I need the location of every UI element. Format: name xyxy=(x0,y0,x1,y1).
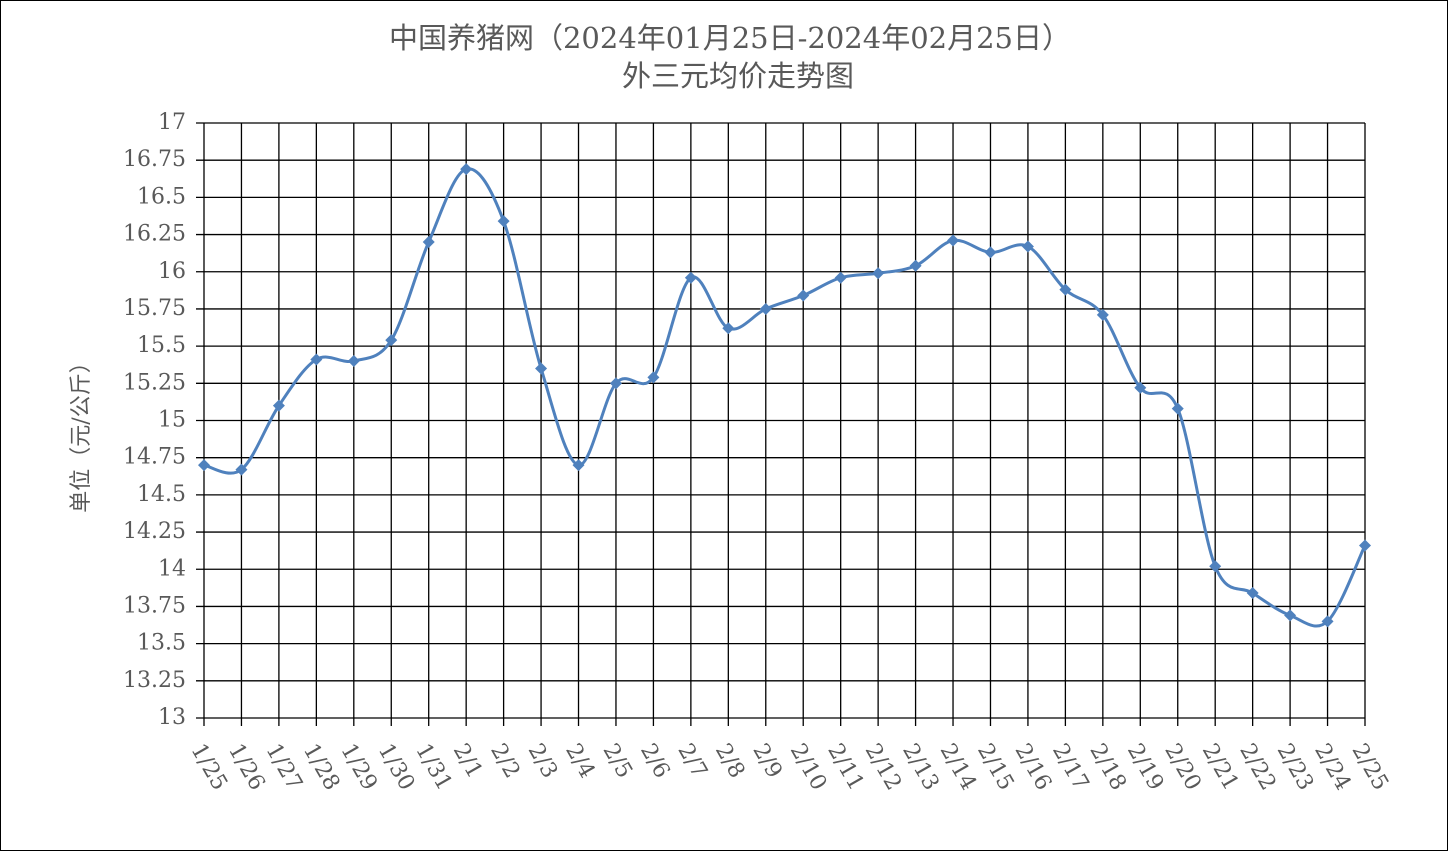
point-marker xyxy=(272,399,285,412)
point-marker xyxy=(1059,283,1072,296)
y-tick-label: 15.5 xyxy=(137,333,186,358)
y-tick-label: 13.5 xyxy=(137,631,186,656)
y-tick-label: 14.75 xyxy=(123,445,186,470)
point-marker xyxy=(1246,587,1259,600)
y-tick-label: 15.75 xyxy=(123,296,186,321)
chart-title: 中国养猪网（2024年01月25日-2024年02月25日） xyxy=(389,21,1071,55)
point-marker xyxy=(834,271,847,284)
point-marker xyxy=(1321,615,1334,628)
point-marker xyxy=(535,362,548,375)
point-marker xyxy=(984,246,997,259)
point-marker xyxy=(1359,539,1371,552)
y-tick-label: 15 xyxy=(158,408,186,433)
point-marker xyxy=(1284,609,1297,622)
point-marker xyxy=(647,371,660,384)
y-axis-label: 单位（元/公斤） xyxy=(69,351,94,512)
y-tick-label: 13.25 xyxy=(123,668,186,693)
point-marker xyxy=(1134,381,1147,394)
y-tick-label: 16.5 xyxy=(137,184,186,209)
point-marker xyxy=(797,289,810,302)
chart-subtitle: 外三元均价走势图 xyxy=(622,59,854,93)
point-marker xyxy=(460,163,473,176)
y-tick-label: 16.25 xyxy=(123,222,186,247)
y-tick-label: 13.75 xyxy=(123,593,186,618)
point-marker xyxy=(722,322,735,335)
y-tick-label: 14.5 xyxy=(137,482,186,507)
point-marker xyxy=(497,215,510,228)
y-tick-label: 16 xyxy=(158,259,186,284)
point-marker xyxy=(198,459,210,472)
point-marker xyxy=(609,377,622,390)
y-tick-label: 14 xyxy=(158,556,186,581)
point-marker xyxy=(310,353,323,366)
point-marker xyxy=(347,355,360,367)
point-marker xyxy=(1096,308,1109,321)
point-marker xyxy=(759,302,772,315)
point-marker xyxy=(385,334,398,347)
point-marker xyxy=(1209,560,1222,573)
point-marker xyxy=(1021,240,1034,253)
point-marker xyxy=(684,271,697,284)
point-marker xyxy=(422,236,435,248)
point-marker xyxy=(235,463,248,476)
y-tick-label: 17 xyxy=(158,110,186,135)
point-marker xyxy=(1171,402,1184,415)
y-tick-label: 13 xyxy=(158,705,186,730)
y-tick-label: 14.25 xyxy=(123,519,186,544)
point-marker xyxy=(572,459,585,472)
point-marker xyxy=(909,259,922,272)
point-marker xyxy=(872,267,885,280)
y-tick-label: 16.75 xyxy=(123,147,186,172)
y-tick-label: 15.25 xyxy=(123,370,186,395)
point-marker xyxy=(947,234,960,247)
